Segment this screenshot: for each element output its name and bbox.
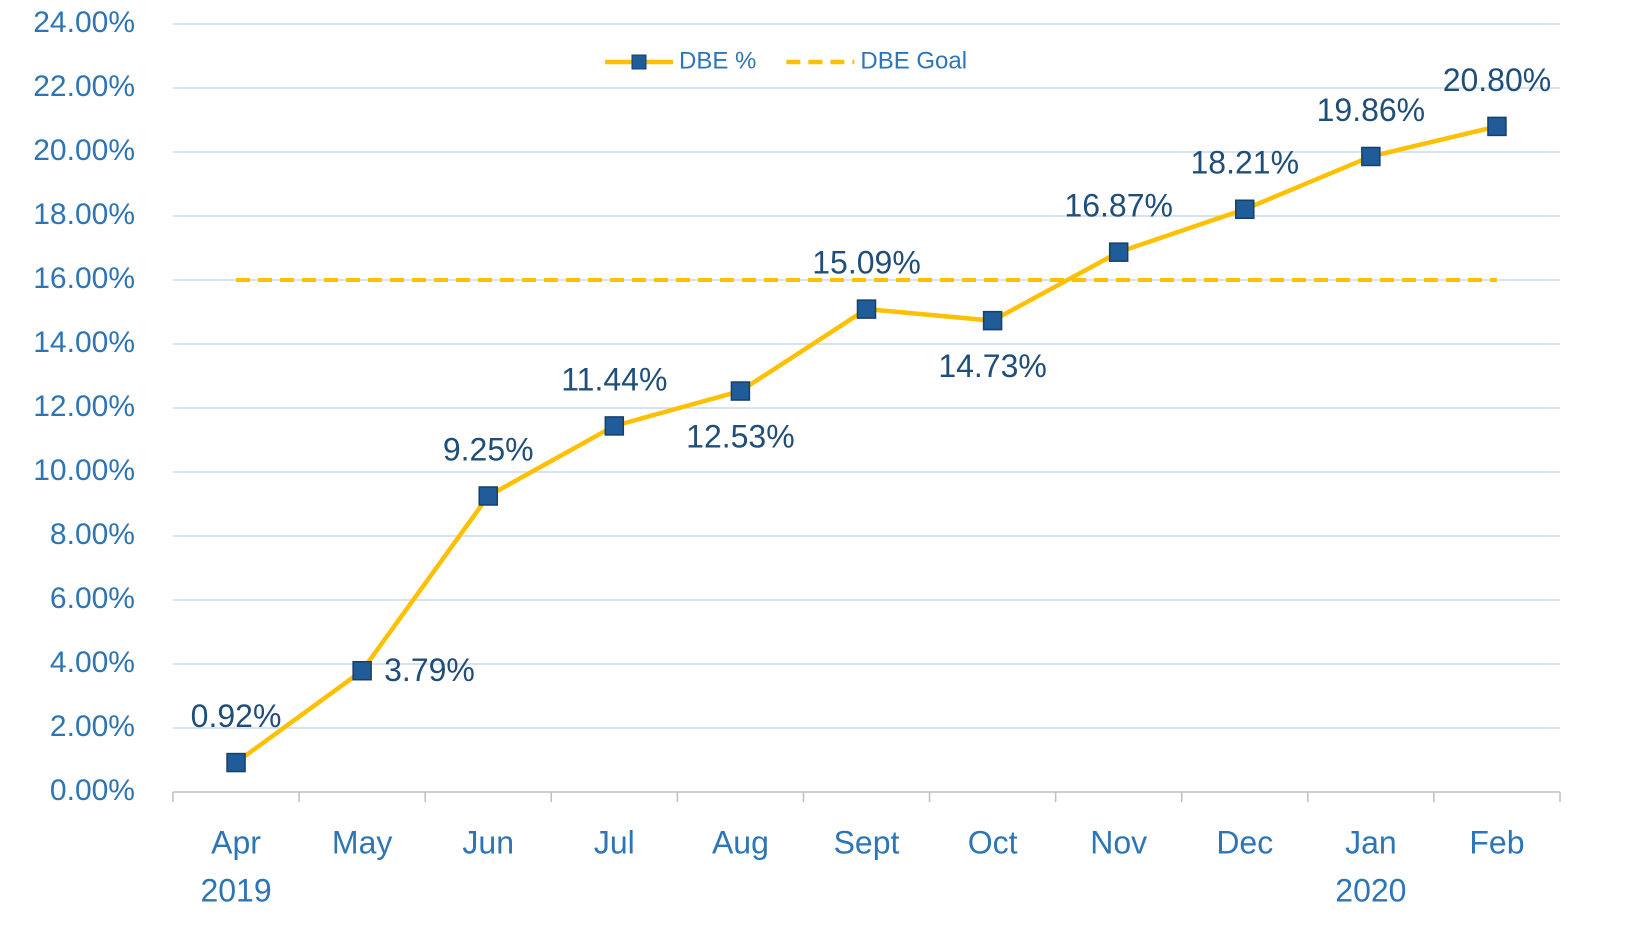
marker	[982, 310, 1003, 331]
x-tick-label: Jun	[462, 824, 514, 860]
y-tick-label: 10.00%	[33, 454, 135, 487]
y-tick-label: 12.00%	[33, 390, 135, 423]
x-tick-label: May	[332, 824, 392, 860]
legend-label: DBE Goal	[860, 47, 967, 74]
x-tick-label: Oct	[968, 824, 1018, 860]
marker	[352, 660, 372, 681]
marker	[1361, 146, 1381, 167]
x-tick-label: 2020	[1335, 872, 1406, 908]
legend-label: DBE %	[679, 47, 756, 74]
x-tick-label: Dec	[1216, 824, 1273, 860]
marker	[730, 381, 751, 401]
y-tick-label: 8.00%	[50, 518, 135, 551]
data-label: 12.53%	[686, 418, 795, 454]
data-label: 18.21%	[1191, 145, 1300, 181]
data-label: 14.73%	[938, 348, 1047, 384]
y-tick-label: 14.00%	[33, 326, 135, 359]
y-tick-label: 20.00%	[33, 134, 135, 167]
x-tick-label: Jul	[594, 824, 635, 860]
data-label: 3.79%	[384, 652, 475, 688]
y-tick-label: 2.00%	[50, 710, 135, 743]
data-label: 16.87%	[1064, 188, 1173, 224]
marker	[226, 752, 246, 773]
marker	[604, 416, 625, 436]
data-label: 15.09%	[812, 245, 921, 281]
y-tick-label: 22.00%	[33, 70, 135, 103]
data-label: 11.44%	[561, 361, 667, 397]
x-tick-label: Jan	[1345, 824, 1397, 860]
data-label: 20.80%	[1443, 62, 1552, 98]
marker	[478, 486, 498, 506]
y-tick-label: 0.00%	[50, 774, 135, 807]
x-tick-label: 2019	[200, 872, 271, 908]
data-label: 9.25%	[443, 431, 534, 467]
legend-marker	[631, 54, 647, 70]
x-tick-label: Nov	[1090, 824, 1147, 860]
marker	[856, 299, 877, 319]
x-tick-label: Aug	[712, 824, 769, 860]
data-label: 0.92%	[191, 698, 282, 734]
data-label: 19.86%	[1317, 92, 1426, 128]
x-tick-label: Sept	[834, 824, 900, 860]
y-tick-label: 16.00%	[33, 262, 135, 295]
y-tick-label: 24.00%	[33, 6, 135, 39]
marker	[1235, 199, 1255, 220]
y-tick-label: 6.00%	[50, 582, 135, 615]
marker	[1487, 116, 1507, 137]
y-tick-label: 4.00%	[50, 646, 135, 679]
x-tick-label: Apr	[211, 824, 261, 860]
marker	[1108, 242, 1129, 262]
x-tick-label: Feb	[1469, 824, 1524, 860]
y-tick-label: 18.00%	[33, 198, 135, 231]
